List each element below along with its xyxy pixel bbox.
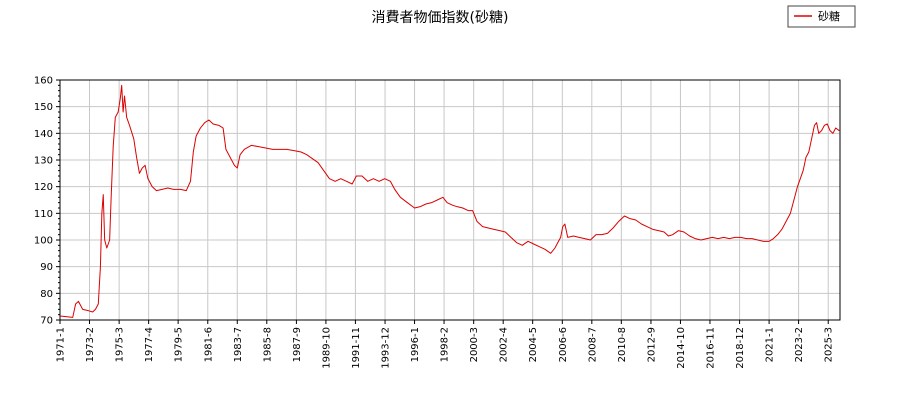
- y-tick-label: 140: [34, 129, 53, 140]
- y-tick-label: 110: [34, 209, 53, 220]
- x-tick-label: 1989-10: [321, 327, 332, 369]
- x-tick-label: 2004-5: [528, 327, 539, 362]
- x-tick-label: 1979-5: [174, 327, 185, 362]
- x-tick-label: 2012-9: [646, 327, 657, 362]
- x-tick-label: 2002-4: [499, 327, 510, 362]
- x-tick-label: 2018-12: [735, 327, 746, 369]
- x-tick-label: 2014-10: [676, 327, 687, 369]
- y-tick-label: 150: [34, 102, 53, 113]
- x-tick-label: 1975-3: [115, 327, 126, 362]
- series-layer: [59, 84, 840, 318]
- x-tick-label: 2021-1: [765, 327, 776, 362]
- legend: 砂糖: [787, 5, 856, 28]
- legend-box: [787, 5, 856, 28]
- x-tick-label: 1993-12: [381, 327, 392, 369]
- x-tick-label: 1985-8: [262, 327, 273, 362]
- x-tick-label: 1991-11: [351, 327, 362, 369]
- legend-label: 砂糖: [818, 9, 840, 23]
- x-tick-label: 1977-4: [144, 327, 155, 362]
- grid: [59, 79, 840, 321]
- y-tick-label: 160: [34, 76, 53, 87]
- x-tick-label: 1996-1: [410, 327, 421, 362]
- axes: [56, 79, 841, 324]
- y-tick-label: 90: [40, 262, 53, 273]
- plot-frame: [59, 79, 841, 321]
- x-tick-label: 2008-7: [587, 327, 598, 362]
- y-tick-label: 100: [34, 236, 53, 247]
- x-tick-label: 2016-11: [705, 327, 716, 369]
- x-tick-label: 1973-2: [85, 327, 96, 362]
- chart-title: 消費者物価指数(砂糖): [372, 10, 509, 26]
- x-tick-labels: 1971-1 1973-2 1975-3 1977-4 1979-5 1981-6 1983…: [56, 327, 835, 369]
- y-tick-labels: 70 80 90 100 110 120 130 140 150 160: [34, 76, 53, 327]
- x-tick-label: 1971-1: [56, 327, 67, 362]
- x-tick-label: 2006-6: [558, 327, 569, 362]
- y-tick-label: 130: [34, 156, 53, 167]
- y-tick-label: 120: [34, 182, 53, 193]
- series-line-sugar: [59, 84, 840, 318]
- x-tick-label: 1998-2: [440, 327, 451, 362]
- y-tick-label: 80: [40, 289, 53, 300]
- x-tick-label: 2010-8: [617, 327, 628, 362]
- x-tick-label: 1983-7: [233, 327, 244, 362]
- x-tick-label: 2000-3: [469, 327, 480, 362]
- y-tick-label: 70: [40, 316, 53, 327]
- x-tick-label: 2025-3: [824, 327, 835, 362]
- x-tick-label: 1981-6: [203, 327, 214, 362]
- x-tick-label: 1987-9: [292, 327, 303, 362]
- x-tick-label: 2023-2: [794, 327, 805, 362]
